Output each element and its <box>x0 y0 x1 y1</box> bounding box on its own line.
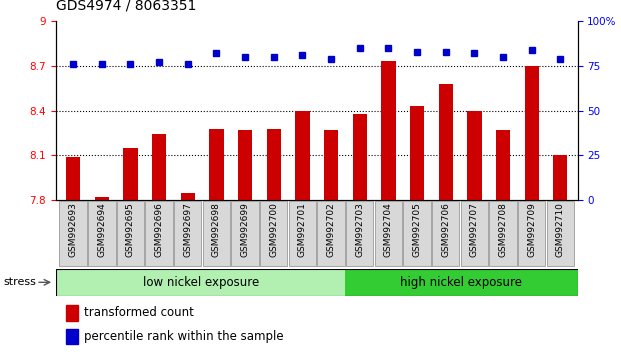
FancyBboxPatch shape <box>346 201 373 266</box>
Text: GSM992705: GSM992705 <box>412 202 422 257</box>
FancyBboxPatch shape <box>374 201 402 266</box>
Text: low nickel exposure: low nickel exposure <box>142 276 259 289</box>
FancyBboxPatch shape <box>489 201 517 266</box>
FancyBboxPatch shape <box>145 201 173 266</box>
Bar <box>238 130 252 200</box>
Text: transformed count: transformed count <box>84 307 194 320</box>
Text: high nickel exposure: high nickel exposure <box>401 276 522 289</box>
Bar <box>324 130 338 200</box>
FancyBboxPatch shape <box>289 201 316 266</box>
FancyBboxPatch shape <box>117 201 144 266</box>
FancyBboxPatch shape <box>518 201 545 266</box>
Text: GSM992702: GSM992702 <box>327 202 335 257</box>
Text: GSM992701: GSM992701 <box>298 202 307 257</box>
Text: GSM992707: GSM992707 <box>470 202 479 257</box>
FancyBboxPatch shape <box>403 201 431 266</box>
Text: GSM992695: GSM992695 <box>126 202 135 257</box>
Text: GSM992703: GSM992703 <box>355 202 364 257</box>
FancyBboxPatch shape <box>174 201 201 266</box>
Bar <box>94 197 109 200</box>
Bar <box>410 106 424 200</box>
Bar <box>56 269 345 296</box>
Bar <box>467 110 481 200</box>
FancyBboxPatch shape <box>202 201 230 266</box>
Bar <box>152 135 166 200</box>
Text: GSM992696: GSM992696 <box>155 202 163 257</box>
Text: GSM992704: GSM992704 <box>384 202 393 257</box>
Bar <box>438 84 453 200</box>
FancyBboxPatch shape <box>432 201 460 266</box>
FancyBboxPatch shape <box>317 201 345 266</box>
FancyBboxPatch shape <box>260 201 288 266</box>
Text: stress: stress <box>3 277 36 287</box>
Bar <box>381 62 396 200</box>
Bar <box>123 148 138 200</box>
Text: GSM992698: GSM992698 <box>212 202 221 257</box>
Bar <box>66 157 80 200</box>
Text: GDS4974 / 8063351: GDS4974 / 8063351 <box>56 0 196 12</box>
Bar <box>525 66 539 200</box>
Bar <box>181 193 195 200</box>
Text: GSM992693: GSM992693 <box>68 202 78 257</box>
FancyBboxPatch shape <box>88 201 116 266</box>
Bar <box>209 129 224 200</box>
Bar <box>345 269 578 296</box>
Text: percentile rank within the sample: percentile rank within the sample <box>84 330 284 343</box>
FancyBboxPatch shape <box>231 201 259 266</box>
Bar <box>66 329 78 344</box>
Text: GSM992699: GSM992699 <box>240 202 250 257</box>
FancyBboxPatch shape <box>60 201 87 266</box>
Bar <box>266 129 281 200</box>
Bar <box>496 130 510 200</box>
Text: GSM992708: GSM992708 <box>499 202 507 257</box>
Bar <box>66 305 78 321</box>
FancyBboxPatch shape <box>461 201 488 266</box>
Text: GSM992706: GSM992706 <box>441 202 450 257</box>
Bar <box>295 110 309 200</box>
Bar <box>353 114 367 200</box>
Text: GSM992697: GSM992697 <box>183 202 193 257</box>
Text: GSM992700: GSM992700 <box>270 202 278 257</box>
Text: GSM992709: GSM992709 <box>527 202 536 257</box>
Text: GSM992694: GSM992694 <box>97 202 106 257</box>
Bar <box>553 155 568 200</box>
Text: GSM992710: GSM992710 <box>556 202 565 257</box>
FancyBboxPatch shape <box>546 201 574 266</box>
